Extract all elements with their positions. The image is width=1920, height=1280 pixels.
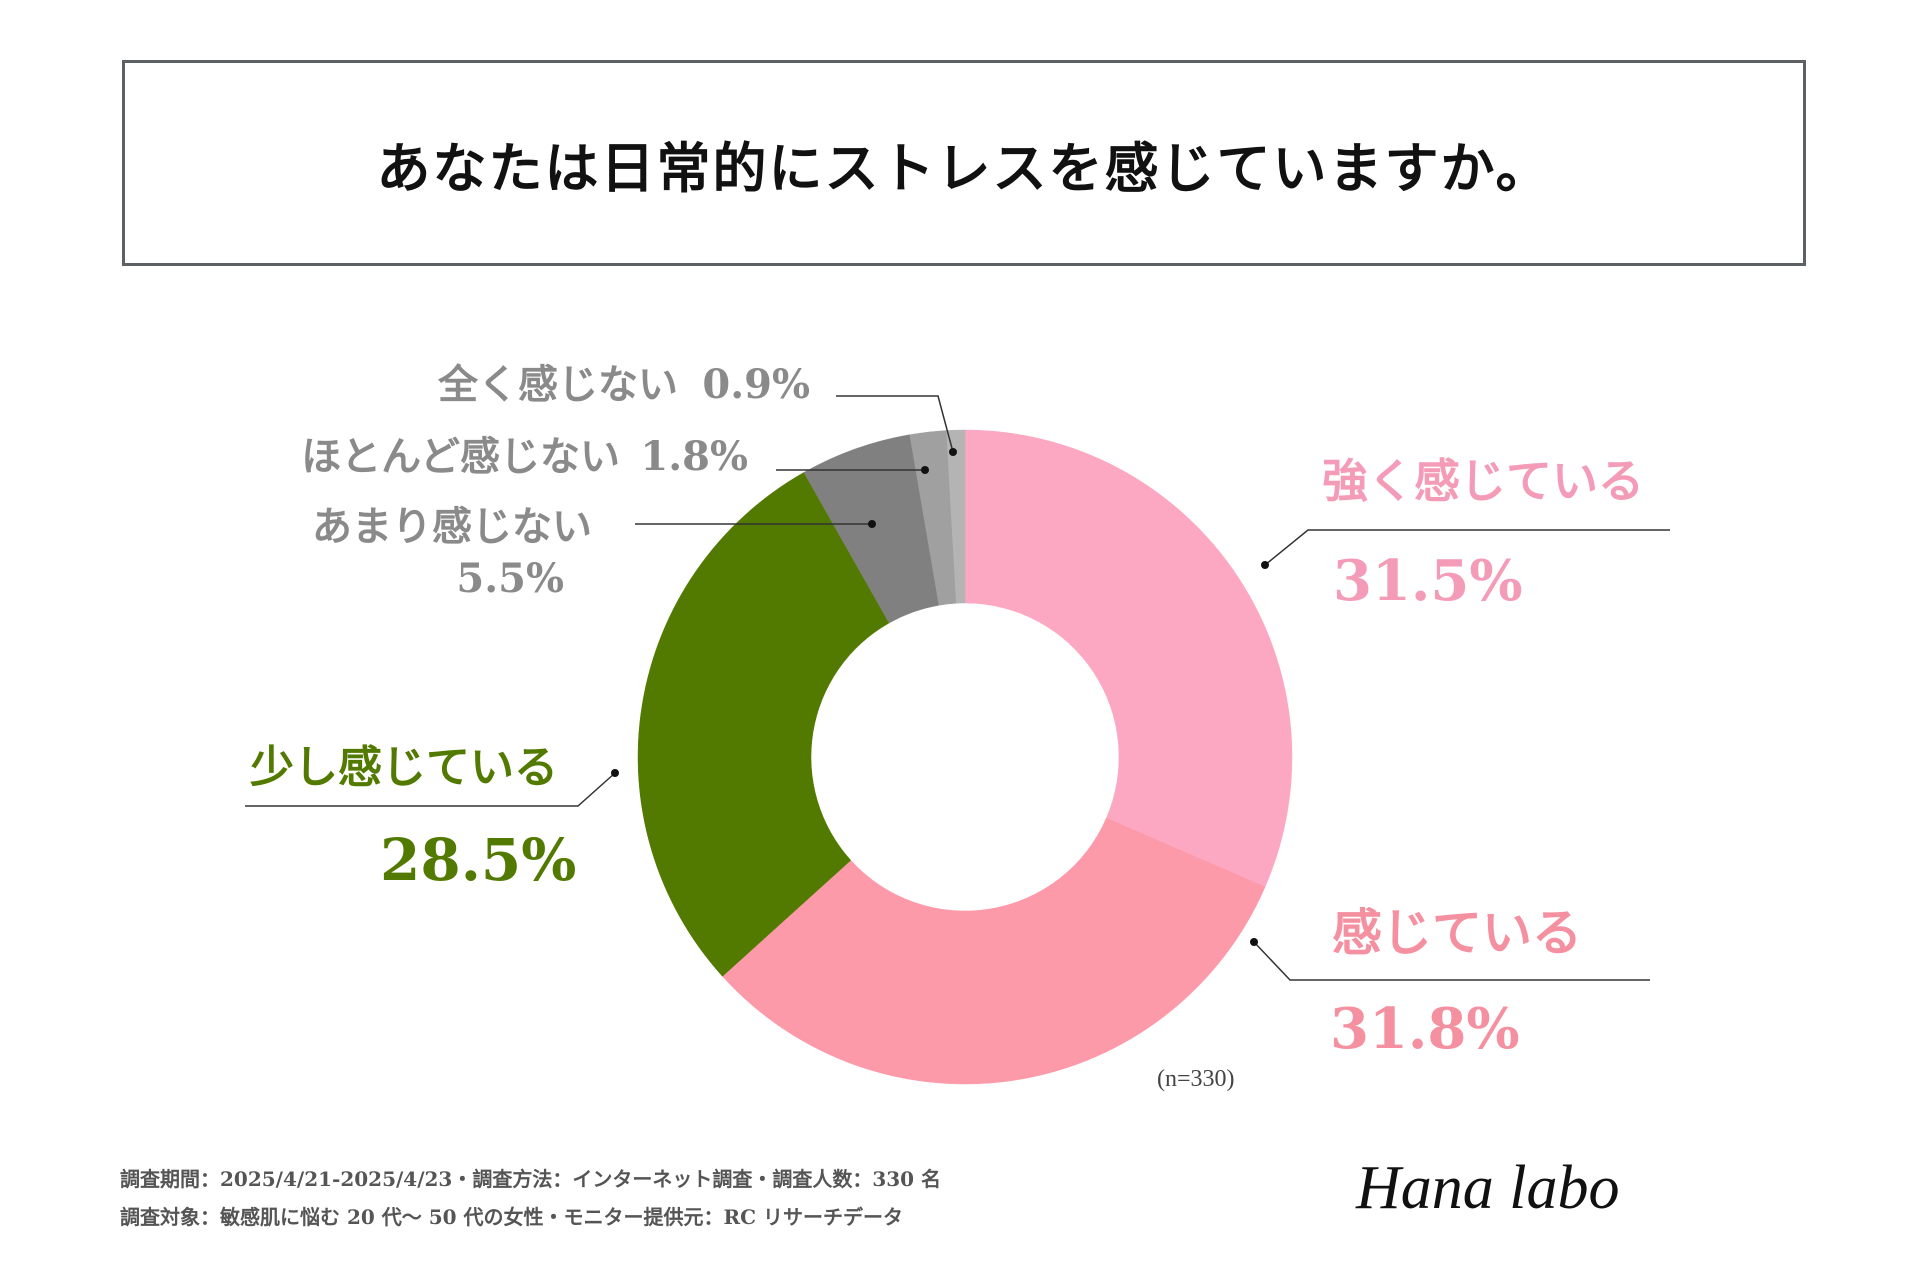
sample-size-note: (n=330) <box>1157 1066 1235 1092</box>
survey-footer-line1: 調査期間：2025/4/21-2025/4/23・調査方法：インターネット調査・… <box>120 1167 942 1191</box>
donut-slice-strong <box>964 429 1293 888</box>
leader-line-little <box>245 772 616 807</box>
category-label-none: 全く感じない <box>437 361 678 408</box>
leader-dots <box>611 448 1269 946</box>
leader-line-feel <box>1253 941 1650 981</box>
value-label-feel: 31.8% <box>1330 996 1520 1062</box>
title-box: あなたは日常的にストレスを感じていますか。 <box>122 60 1806 266</box>
leader-dot-little <box>611 769 619 777</box>
donut-slice-little <box>637 472 890 977</box>
leader-dot-notmuch <box>868 520 876 528</box>
donut-slices <box>637 429 1293 1085</box>
category-label-little: 少し感じている <box>250 742 558 793</box>
category-label-notmuch: あまり感じない <box>312 503 592 550</box>
category-label-hardly: ほとんど感じない <box>301 433 620 480</box>
leader-dot-strong <box>1261 561 1269 569</box>
value-label-notmuch: 5.5% <box>456 555 564 602</box>
value-label-none: 0.9% <box>702 361 810 408</box>
donut-slice-none <box>946 429 966 604</box>
category-label-feel: 感じている <box>1332 903 1582 962</box>
survey-footer-line2: 調査対象：敏感肌に悩む 20 代〜 50 代の女性・モニター提供元：RC リサー… <box>120 1205 904 1229</box>
value-label-hardly: 1.8% <box>640 433 748 480</box>
page-title: あなたは日常的にストレスを感じていますか。 <box>376 135 1552 200</box>
category-label-strong: 強く感じている <box>1322 454 1644 508</box>
leader-dot-none <box>949 448 957 456</box>
logo-text: Hana labo <box>1355 1154 1620 1222</box>
survey-footer: 調査期間：2025/4/21-2025/4/23・調査方法：インターネット調査・… <box>120 1160 941 1236</box>
donut-slice-feel <box>722 817 1266 1085</box>
leader-line-none <box>836 395 954 453</box>
leader-dot-hardly <box>921 466 929 474</box>
leader-dot-feel <box>1250 938 1258 946</box>
hana-labo-logo: Hana labo <box>1355 1154 1620 1222</box>
leader-line-strong <box>1264 529 1670 566</box>
value-label-little: 28.5% <box>380 826 576 894</box>
value-label-strong: 31.5% <box>1333 548 1523 614</box>
leader-lines <box>245 395 1670 981</box>
